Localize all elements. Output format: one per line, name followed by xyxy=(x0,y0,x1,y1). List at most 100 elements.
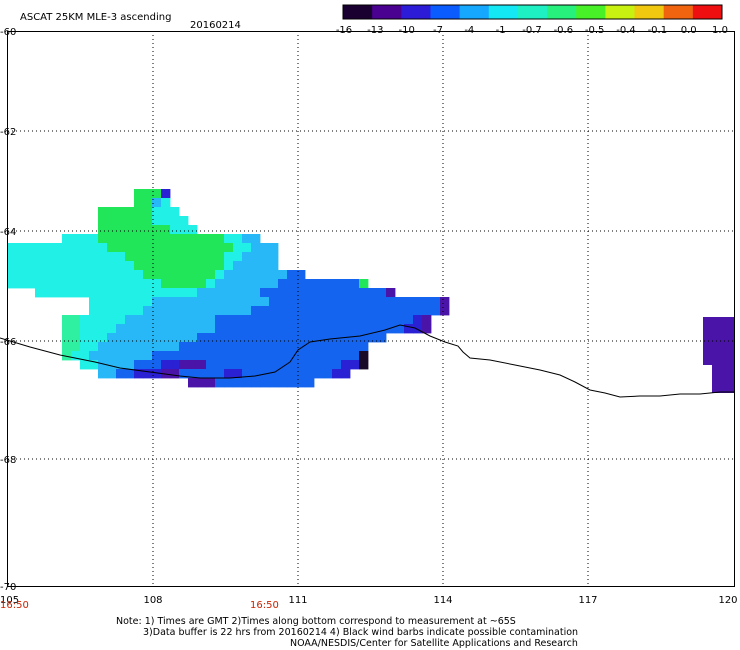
wind-cell xyxy=(215,351,225,361)
wind-cell xyxy=(323,333,333,343)
wind-cell xyxy=(251,360,261,370)
wind-cell xyxy=(422,297,432,307)
wind-cell xyxy=(143,243,153,253)
colorbar-label: -7 xyxy=(433,25,443,36)
wind-cell xyxy=(206,288,216,298)
wind-cell xyxy=(260,324,270,334)
wind-cell xyxy=(17,252,27,262)
colorbar-segment xyxy=(430,5,461,19)
wind-cell xyxy=(161,234,171,244)
wind-cell xyxy=(107,297,117,307)
wind-data-cells xyxy=(8,189,734,393)
wind-cell xyxy=(287,306,297,316)
wind-cell xyxy=(197,342,207,352)
wind-cell xyxy=(251,243,261,253)
wind-cell xyxy=(197,378,207,388)
wind-cell xyxy=(179,333,189,343)
colorbar-border xyxy=(342,4,723,20)
wind-cell xyxy=(134,270,144,280)
wind-cell xyxy=(233,252,243,262)
wind-cell xyxy=(107,342,117,352)
wind-cell xyxy=(152,252,162,262)
wind-cell xyxy=(287,279,297,289)
wind-cell xyxy=(26,252,36,262)
wind-cell xyxy=(98,369,108,379)
wind-cell xyxy=(71,243,81,253)
longitude-label: 111 xyxy=(288,595,307,606)
wind-cell xyxy=(134,351,144,361)
wind-cell xyxy=(44,261,54,271)
wind-cell xyxy=(305,369,315,379)
note-line-1: Note: 1) Times are GMT 2)Times along bot… xyxy=(116,616,516,627)
wind-cell xyxy=(26,261,36,271)
wind-cell xyxy=(341,306,351,316)
wind-cell xyxy=(143,297,153,307)
lat-lon-grid xyxy=(8,31,734,586)
wind-cell xyxy=(305,378,315,388)
wind-cell xyxy=(188,279,198,289)
wind-cell xyxy=(98,279,108,289)
wind-cell xyxy=(143,225,153,235)
wind-cell xyxy=(341,351,351,361)
wind-cell xyxy=(197,369,207,379)
wind-cell xyxy=(296,306,306,316)
wind-cell xyxy=(296,279,306,289)
wind-cell xyxy=(287,351,297,361)
wind-cell xyxy=(224,324,234,334)
wind-cell xyxy=(80,342,90,352)
wind-cell xyxy=(179,270,189,280)
wind-cell xyxy=(251,252,261,262)
wind-cell xyxy=(80,261,90,271)
wind-cell xyxy=(62,333,72,343)
wind-cell xyxy=(368,324,378,334)
wind-cell xyxy=(116,306,126,316)
wind-cell xyxy=(287,369,297,379)
wind-cell xyxy=(188,234,198,244)
wind-cell xyxy=(260,297,270,307)
wind-cell xyxy=(341,288,351,298)
wind-cell xyxy=(107,315,117,325)
wind-cell xyxy=(260,270,270,280)
wind-cell xyxy=(278,333,288,343)
wind-cell xyxy=(278,297,288,307)
wind-cell xyxy=(170,333,180,343)
wind-cell xyxy=(224,297,234,307)
wind-cell xyxy=(287,342,297,352)
wind-cell xyxy=(242,315,252,325)
wind-cell xyxy=(89,279,99,289)
wind-cell xyxy=(188,261,198,271)
wind-cell xyxy=(332,288,342,298)
wind-cell xyxy=(80,279,90,289)
wind-cell xyxy=(179,234,189,244)
wind-cell xyxy=(170,216,180,226)
wind-cell xyxy=(305,360,315,370)
wind-cell xyxy=(62,234,72,244)
wind-cell xyxy=(278,351,288,361)
wind-cell xyxy=(71,351,81,361)
wind-cell xyxy=(98,261,108,271)
wind-cell xyxy=(170,261,180,271)
wind-cell xyxy=(125,351,135,361)
wind-cell xyxy=(179,243,189,253)
wind-cell xyxy=(206,243,216,253)
wind-cell xyxy=(134,198,144,208)
wind-cell xyxy=(35,270,45,280)
wind-cell xyxy=(152,189,162,199)
note-line-3: NOAA/NESDIS/Center for Satellite Applica… xyxy=(290,638,578,649)
wind-cell xyxy=(188,252,198,262)
latitude-label: -70 xyxy=(0,582,16,593)
wind-cell xyxy=(305,279,315,289)
wind-cell xyxy=(224,252,234,262)
wind-cell xyxy=(224,315,234,325)
wind-cell xyxy=(134,243,144,253)
wind-cell xyxy=(242,261,252,271)
wind-cell xyxy=(89,252,99,262)
time-label-left: 16:50 xyxy=(0,600,29,611)
wind-cell xyxy=(179,297,189,307)
wind-cell xyxy=(359,342,369,352)
wind-cell xyxy=(368,288,378,298)
colorbar-label: -0.7 xyxy=(522,25,542,36)
wind-cell xyxy=(197,279,207,289)
wind-cell xyxy=(98,288,108,298)
wind-cell xyxy=(323,369,333,379)
